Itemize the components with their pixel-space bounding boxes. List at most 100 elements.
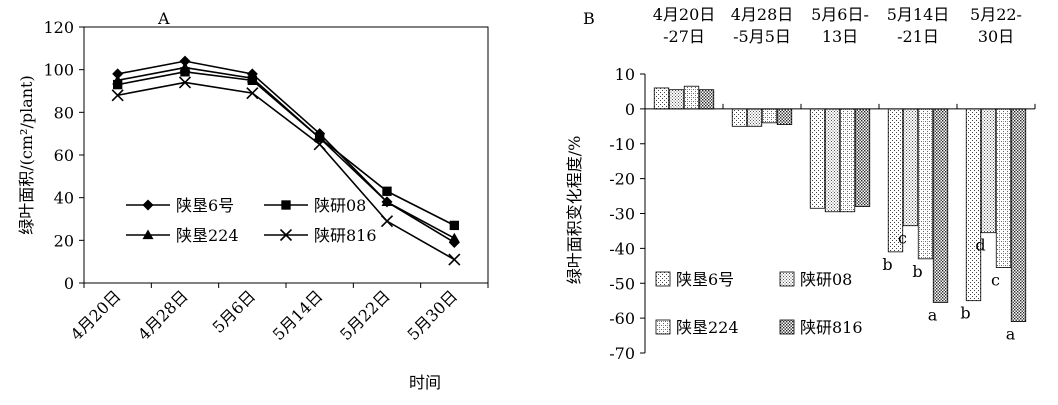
bar [761,108,778,124]
x-marker-stroke [313,138,326,151]
category-label-line: 13日 [822,27,858,46]
bar [809,108,826,209]
significance-letter: d [975,236,985,255]
x-marker-stroke [279,228,293,242]
x-tick-label: 5月22日 [336,286,394,344]
legend-marker [281,200,291,210]
legend-marker [279,228,293,242]
series-line [117,60,455,244]
y-tick-label: 80 [54,103,74,122]
series-point [178,76,192,89]
bar [668,89,685,110]
bar [824,108,841,213]
x-marker-stroke [178,76,192,89]
legend-label: 陕研816 [314,226,377,245]
legend-swatch [655,271,671,287]
series-point [111,89,124,102]
panel-b-bar-chart: B 4月20日 -27日 4月28日-5月5日 5月6日-13日 5月14日 -21日5月… [565,5,1036,363]
legend-label: 陕垦6号 [176,196,234,215]
x-tick-label: 5月6日 [209,286,259,336]
y-tick-label: 0 [625,100,635,119]
x-tick-label: 5月30日 [403,286,461,344]
series-point [382,186,392,196]
legend-swatch [779,319,795,335]
bar [965,108,982,302]
y-tick-label: -60 [609,309,635,328]
panel-b-y-ticks: 10 0 -10 -20 -30 -40 -50 -60 -70 [609,65,645,363]
series-point [112,74,124,85]
y-tick-label: 100 [43,61,74,80]
panel-a-y-ticks: 0 20 40 60 80 100 120 [43,18,84,293]
x-marker-stroke [380,215,394,228]
legend-label: 陕垦224 [676,318,739,337]
panel-a-series [111,55,461,266]
y-tick-label: -20 [609,170,635,189]
series-point [448,232,460,243]
significance-letter: a [928,305,938,324]
y-tick-label: 20 [54,231,74,250]
x-marker-stroke [448,253,461,266]
category-label-line: 30日 [978,27,1014,46]
category-label-line: 4月20日 [653,5,716,24]
y-tick-label: 60 [54,146,74,165]
category-label: 4月28日 -5月5日 [731,5,794,46]
bar [776,108,793,125]
category-label: 4月20日 -27日 [653,5,716,46]
series-point [246,87,259,100]
x-marker-stroke [111,89,124,102]
x-tick-label: 4月28日 [134,286,192,344]
series-point [313,138,326,151]
significance-letter: b [912,262,922,281]
category-label-line: 4月28日 [731,5,794,24]
series-line [117,66,455,239]
category-label: 5月14日 -21日 [887,5,950,46]
series-point [449,220,460,231]
bar [683,85,700,110]
x-tick-label: 4月20日 [67,286,125,344]
series-line [117,81,455,261]
panel-a-y-axis-title: 绿叶面积/(cm²/plant) [17,75,36,234]
bar [902,108,919,227]
x-marker-stroke [246,87,259,100]
legend-swatch [655,319,671,335]
x-tick-label: 5月14日 [269,286,327,344]
bar [995,108,1012,268]
y-tick-label: -40 [609,239,635,258]
category-label-line: -21日 [897,27,939,46]
legend-swatch [779,271,795,287]
series-point [314,132,326,143]
legend-label: 陕研816 [800,318,863,337]
panel-b-label: B [583,9,595,28]
legend-marker [142,199,154,211]
series-point [179,55,191,67]
legend-label: 陕垦6号 [676,270,734,289]
bar [854,108,871,207]
panel-a-x-ticks: 4月20日 4月28日 5月6日 5月14日 5月22日 5月30日 [67,283,489,344]
panel-a-line-chart: A 0 20 40 60 80 100 120 4月20日 4月28日 5月6日 5月14日 5月2… [17,9,489,392]
y-tick-label: -30 [609,205,635,224]
bar [653,87,670,110]
series-point [179,62,191,72]
series-point [246,72,258,83]
category-label-line: -27日 [663,27,705,46]
bar [698,89,715,110]
significance-letter: c [898,229,907,248]
legend-label: 陕垦224 [176,226,239,245]
bar [917,108,934,260]
legend-label: 陕研08 [800,270,852,289]
category-label-line: 5月14日 [887,5,950,24]
category-label: 5月6日- 13日 [811,5,869,46]
y-tick-label: -70 [609,344,635,363]
series-point [381,196,393,207]
bar [980,108,997,234]
y-tick-label: -50 [609,274,635,293]
panel-b-category-labels: 4月20日 -27日 4月28日 -5月5日 5月6日- 13日 5月14日 -21日 5月22… [644,5,1036,109]
bar [932,108,949,303]
series-point [380,215,394,228]
series-point [112,68,124,80]
y-tick-label: 0 [64,274,74,293]
panel-a-label: A [157,9,170,28]
bar [731,108,748,127]
